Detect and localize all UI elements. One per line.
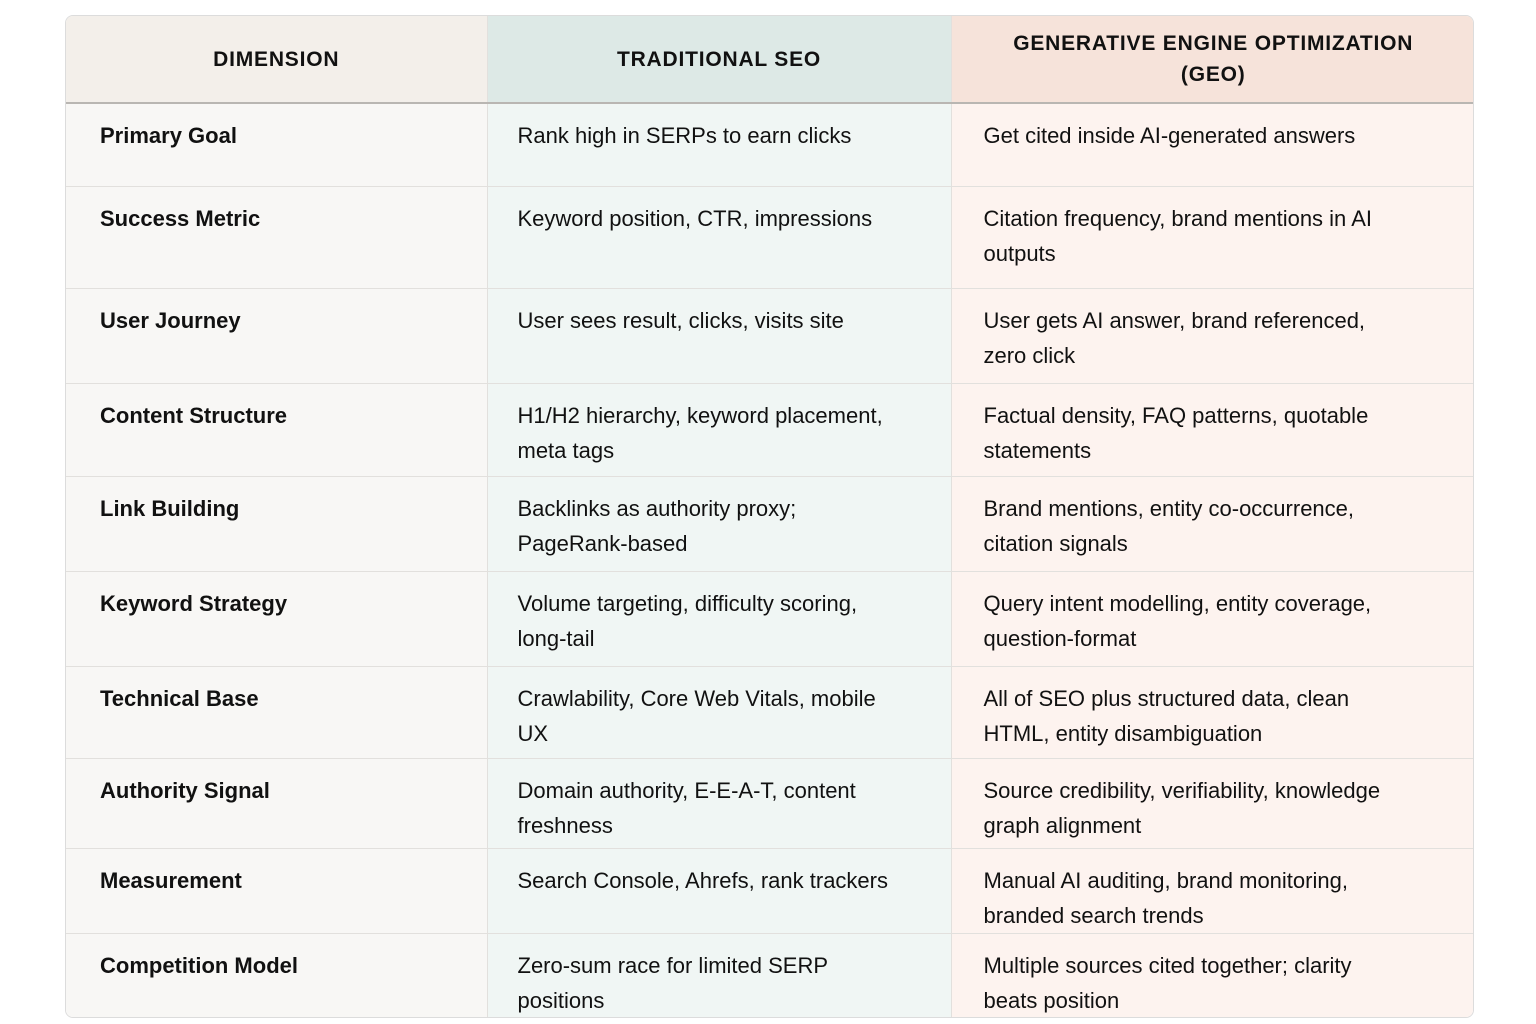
row-label: Success Metric <box>66 185 487 288</box>
row-label: Measurement <box>66 847 487 933</box>
row-label: Competition Model <box>66 932 487 1017</box>
column-header: GENERATIVE ENGINE OPTIMIZATION (GEO) <box>950 16 1473 104</box>
cell: Source credibility, verifiability, knowl… <box>950 757 1473 848</box>
cell: All of SEO plus structured data, clean H… <box>950 665 1473 758</box>
table-row: Keyword Strategy Volume targeting, diffic… <box>66 570 1473 666</box>
table: DIMENSION TRADITIONAL SEO GENERATIVE ENGIN… <box>66 16 1473 1017</box>
cell: Crawlability, Core Web Vitals, mobile UX <box>486 665 951 758</box>
table-row: Primary Goal Rank high in SERPs to earn c… <box>66 102 1473 186</box>
cell: Keyword position, CTR, impressions <box>486 185 951 288</box>
cell: Rank high in SERPs to earn clicks <box>486 102 951 186</box>
cell: Domain authority, E-E-A-T, content fresh… <box>486 757 951 848</box>
table-row: Link Building Backlinks as authority prox… <box>66 475 1473 571</box>
row-label: Technical Base <box>66 665 487 758</box>
table-row: Measurement Search Console, Ahrefs, rank … <box>66 847 1473 933</box>
row-label: Primary Goal <box>66 102 487 186</box>
row-label: Link Building <box>66 475 487 571</box>
table-row: Technical Base Crawlability, Core Web Vit… <box>66 665 1473 758</box>
cell: User gets AI answer, brand referenced, z… <box>950 287 1473 383</box>
cell: Search Console, Ahrefs, rank trackers <box>486 847 951 933</box>
cell: User sees result, clicks, visits site <box>486 287 951 383</box>
row-label: Authority Signal <box>66 757 487 848</box>
row-label: Keyword Strategy <box>66 570 487 666</box>
cell: Get cited inside AI-generated answers <box>950 102 1473 186</box>
cell: Manual AI auditing, brand monitoring, br… <box>950 847 1473 933</box>
table-row: Content Structure H1/H2 hierarchy, keywor… <box>66 382 1473 476</box>
cell: Citation frequency, brand mentions in AI… <box>950 185 1473 288</box>
table-body: Primary Goal Rank high in SERPs to earn c… <box>66 102 1473 1017</box>
table-row: Authority Signal Domain authority, E-E-A-… <box>66 757 1473 848</box>
cell: H1/H2 hierarchy, keyword placement, meta… <box>486 382 951 476</box>
row-label: User Journey <box>66 287 487 383</box>
column-header: DIMENSION <box>66 16 487 104</box>
cell: Query intent modelling, entity coverage,… <box>950 570 1473 666</box>
row-label: Content Structure <box>66 382 487 476</box>
cell: Zero-sum race for limited SERP positions <box>486 932 951 1017</box>
cell: Brand mentions, entity co-occurrence, ci… <box>950 475 1473 571</box>
table-row: Success Metric Keyword position, CTR, imp… <box>66 185 1473 288</box>
cell: Volume targeting, difficulty scoring, lo… <box>486 570 951 666</box>
comparison-table: DIMENSION TRADITIONAL SEO GENERATIVE ENGIN… <box>65 15 1474 1018</box>
table-row: User Journey User sees result, clicks, vi… <box>66 287 1473 383</box>
cell: Factual density, FAQ patterns, quotable … <box>950 382 1473 476</box>
cell: Backlinks as authority proxy; PageRank-b… <box>486 475 951 571</box>
column-header: TRADITIONAL SEO <box>486 16 951 104</box>
header-row: DIMENSION TRADITIONAL SEO GENERATIVE ENGIN… <box>66 16 1473 104</box>
cell: Multiple sources cited together; clarity… <box>950 932 1473 1017</box>
table-row: Competition Model Zero-sum race for limit… <box>66 932 1473 1017</box>
